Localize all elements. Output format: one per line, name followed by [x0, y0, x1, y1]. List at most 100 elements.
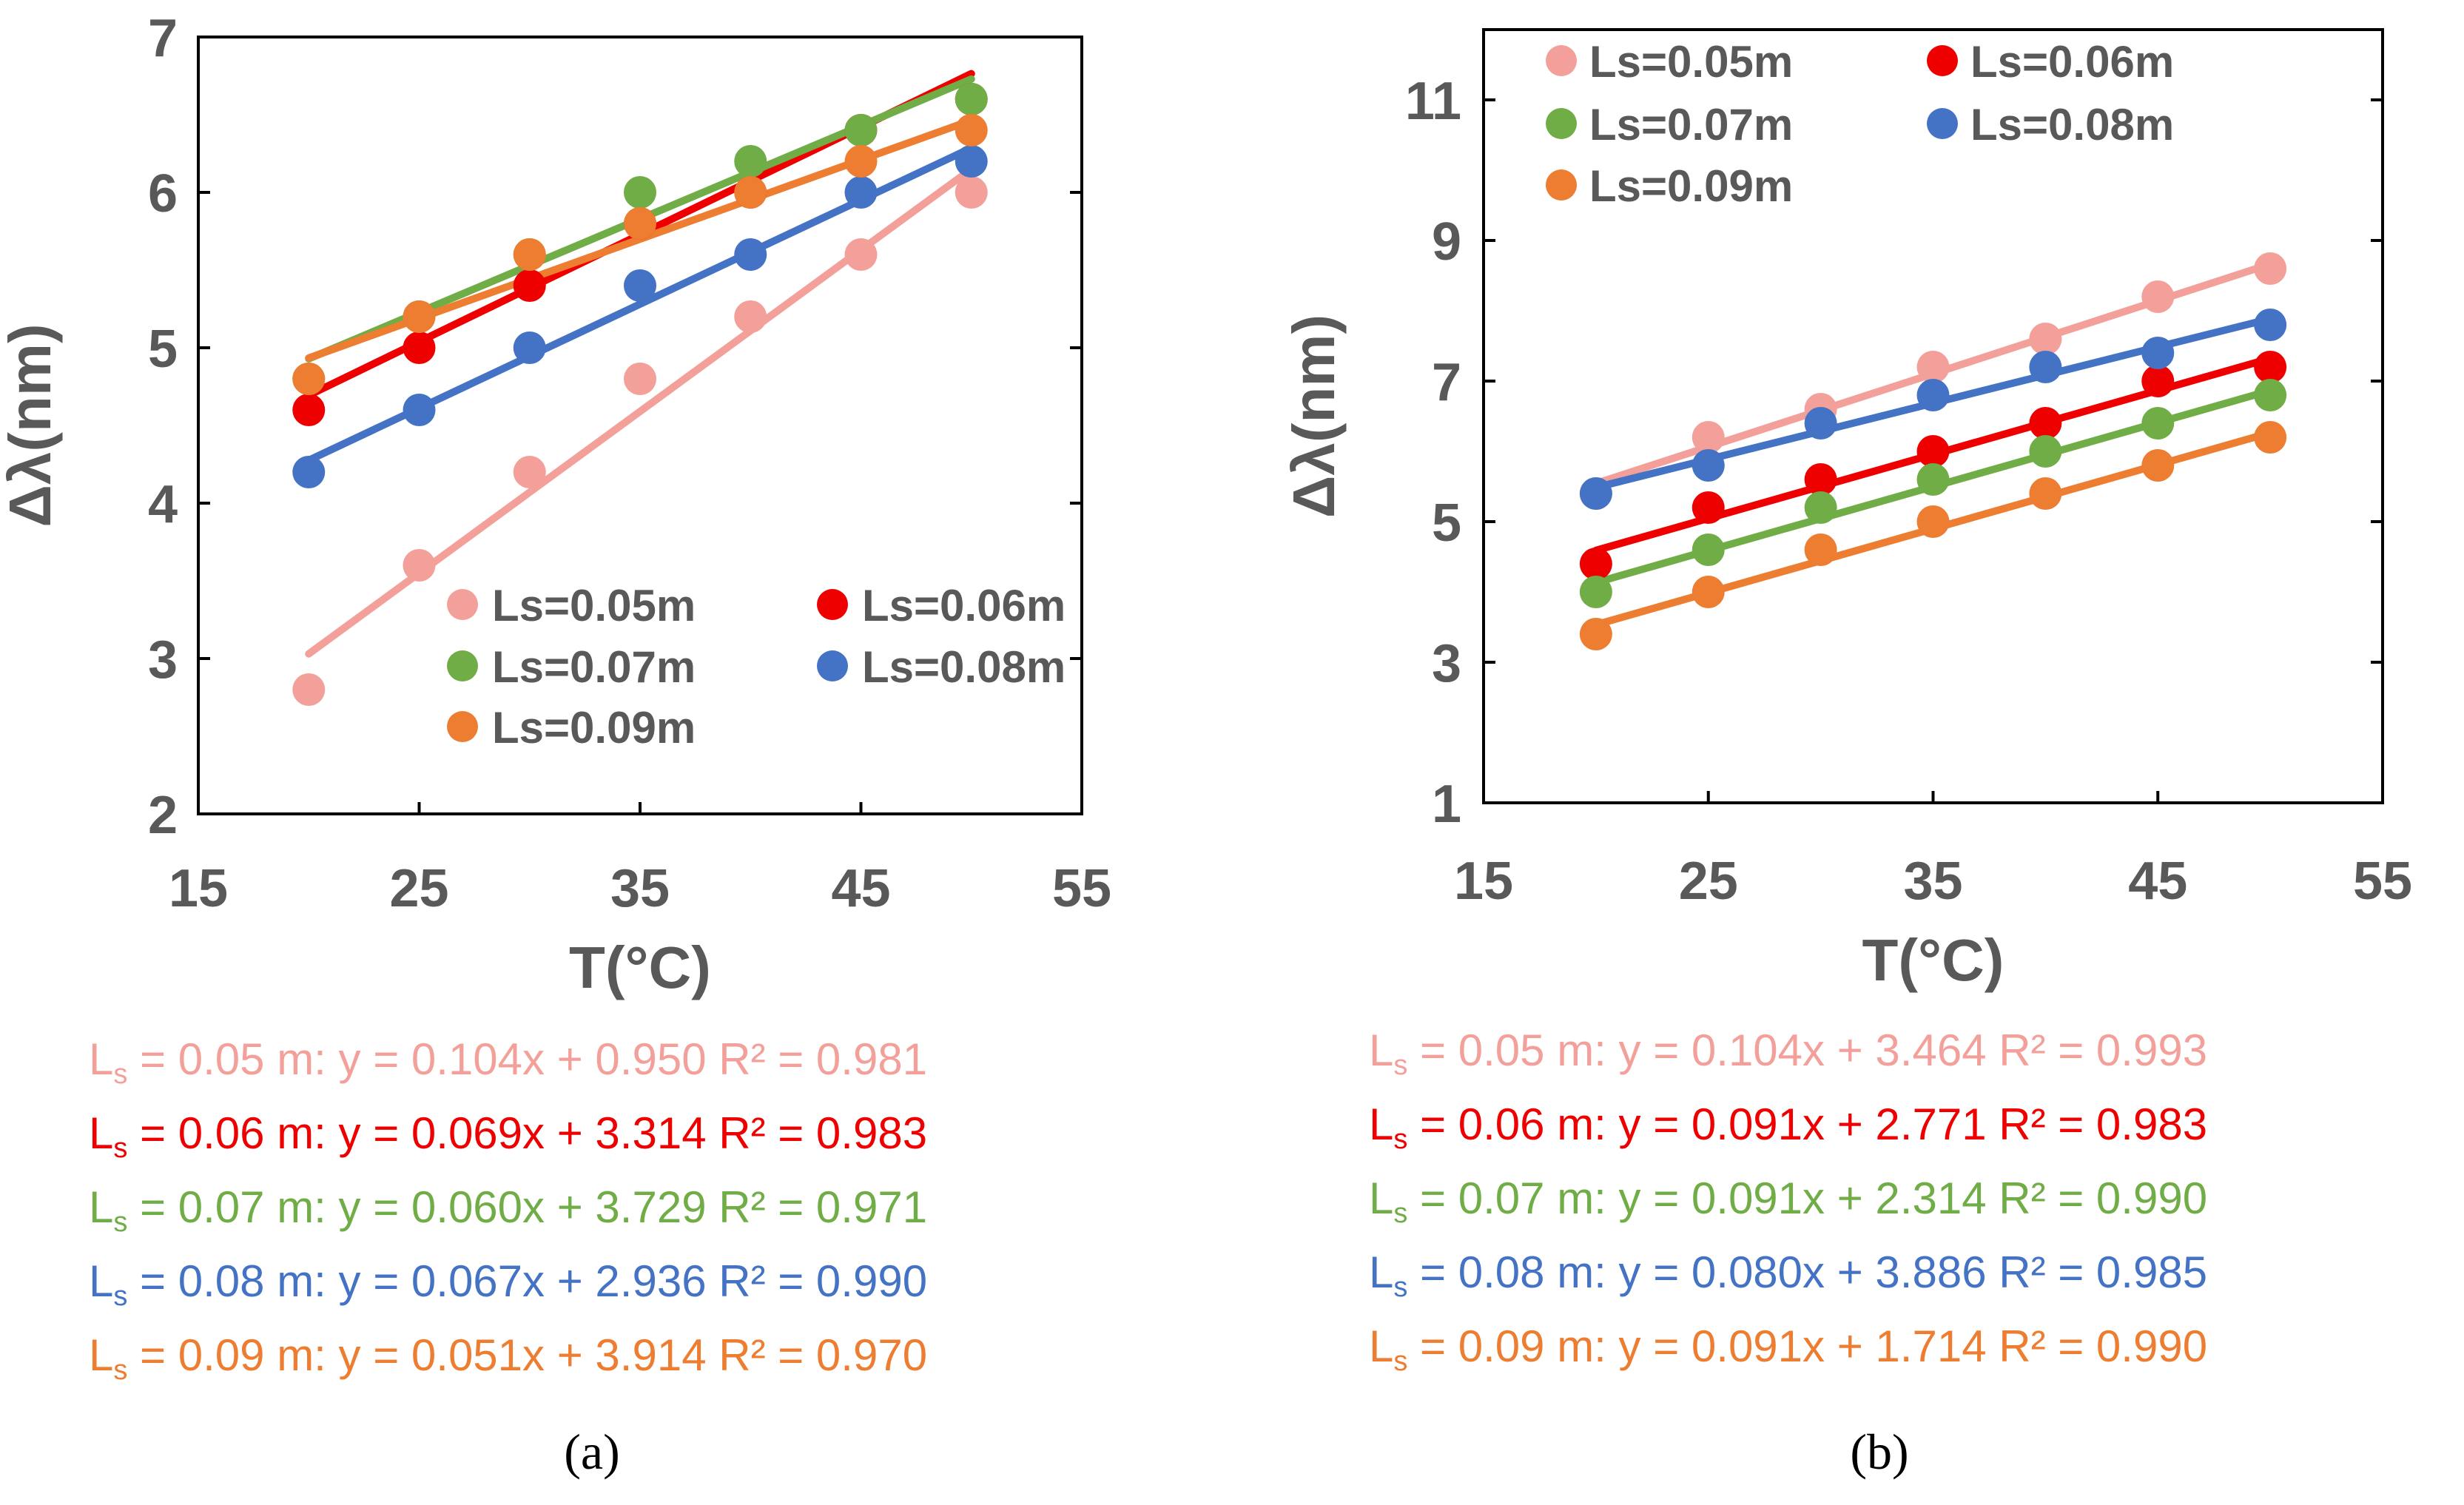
- data-point-Ls=0.07m: [734, 145, 767, 178]
- data-point-Ls=0.08m: [2141, 337, 2175, 369]
- legend-label: Ls=0.09m: [492, 703, 696, 752]
- data-point-Ls=0.07m: [1579, 576, 1612, 608]
- panel-label: (a): [564, 1424, 619, 1480]
- data-point-Ls=0.09m: [513, 238, 546, 271]
- data-point-Ls=0.09m: [624, 207, 656, 240]
- data-point-Ls=0.06m: [1804, 463, 1837, 496]
- x-tick-label: 35: [610, 859, 670, 918]
- x-tick-label: 25: [389, 859, 448, 918]
- data-point-Ls=0.05m: [513, 456, 546, 488]
- legend-marker: [1927, 108, 1958, 139]
- x-tick-label: 55: [1052, 859, 1111, 918]
- data-point-Ls=0.07m: [1804, 491, 1837, 524]
- x-tick-label: 15: [169, 859, 228, 918]
- data-point-Ls=0.07m: [2029, 435, 2062, 468]
- x-axis-label: T(°C): [1862, 927, 2004, 993]
- data-point-Ls=0.09m: [1916, 505, 1950, 538]
- data-point-Ls=0.09m: [844, 145, 878, 178]
- data-point-Ls=0.09m: [2029, 477, 2062, 510]
- fit-equation: Ls = 0.06 m: y = 0.069x + 3.314 R² = 0.9…: [89, 1108, 927, 1164]
- data-point-Ls=0.05m: [955, 176, 988, 209]
- legend-marker: [447, 589, 478, 620]
- y-tick-label: 3: [1432, 634, 1461, 693]
- x-tick-label: 35: [1903, 852, 1962, 911]
- data-point-Ls=0.05m: [2254, 252, 2287, 285]
- legend-marker: [1546, 108, 1577, 139]
- data-point-Ls=0.08m: [1579, 477, 1612, 510]
- data-point-Ls=0.08m: [2029, 351, 2062, 383]
- data-point-Ls=0.08m: [844, 176, 878, 209]
- x-tick-label: 55: [2353, 852, 2412, 911]
- fit-equation: Ls = 0.09 m: y = 0.091x + 1.714 R² = 0.9…: [1369, 1321, 2207, 1377]
- data-point-Ls=0.05m: [2029, 323, 2062, 355]
- data-point-Ls=0.06m: [1579, 548, 1612, 580]
- legend-b: Ls=0.05m Ls=0.06m Ls=0.07m Ls=0.08m Ls=0.09m: [1546, 37, 2174, 211]
- data-point-Ls=0.08m: [513, 331, 546, 364]
- x-tick-label: 15: [1454, 852, 1513, 911]
- legend-label: Ls=0.06m: [1970, 37, 2174, 87]
- data-point-Ls=0.09m: [1579, 618, 1612, 650]
- data-point-Ls=0.09m: [1692, 576, 1725, 608]
- legend-label: Ls=0.05m: [492, 581, 696, 630]
- legend-marker: [447, 711, 478, 742]
- y-tick-label: 7: [1432, 353, 1461, 412]
- data-point-Ls=0.06m: [403, 331, 436, 364]
- data-point-Ls=0.07m: [844, 114, 878, 147]
- data-point-Ls=0.07m: [1692, 533, 1725, 566]
- plot-frame-a: [197, 36, 1083, 815]
- y-tick-label: 5: [148, 320, 178, 379]
- data-point-Ls=0.06m: [2141, 365, 2175, 397]
- y-tick-label: 4: [148, 475, 178, 534]
- data-point-Ls=0.09m: [2141, 449, 2175, 482]
- fit-equation: Ls = 0.08 m: y = 0.080x + 3.886 R² = 0.9…: [1369, 1248, 2207, 1303]
- data-point-Ls=0.08m: [2254, 309, 2287, 341]
- legend-label: Ls=0.07m: [1589, 100, 1793, 149]
- fit-equation: Ls = 0.09 m: y = 0.051x + 3.914 R² = 0.9…: [89, 1330, 927, 1386]
- fit-equation: Ls = 0.07 m: y = 0.091x + 2.314 R² = 0.9…: [1369, 1174, 2207, 1229]
- data-point-Ls=0.05m: [734, 300, 767, 333]
- data-point-Ls=0.08m: [1804, 407, 1837, 440]
- legend-label: Ls=0.05m: [1589, 37, 1793, 87]
- fit-equation: Ls = 0.06 m: y = 0.091x + 2.771 R² = 0.9…: [1369, 1100, 2207, 1155]
- fit-equation: Ls = 0.07 m: y = 0.060x + 3.729 R² = 0.9…: [89, 1182, 927, 1238]
- data-point-Ls=0.08m: [1692, 449, 1725, 482]
- data-point-Ls=0.08m: [403, 394, 436, 426]
- data-point-Ls=0.09m: [292, 363, 326, 395]
- legend-label: Ls=0.07m: [492, 642, 696, 692]
- x-tick-label: 45: [831, 859, 890, 918]
- data-point-Ls=0.07m: [955, 83, 988, 115]
- data-point-Ls=0.07m: [2254, 379, 2287, 411]
- legend-label: Ls=0.08m: [1970, 100, 2174, 149]
- legend-label: Ls=0.09m: [1589, 161, 1793, 211]
- y-tick-label: 9: [1432, 212, 1461, 272]
- data-point-Ls=0.09m: [734, 176, 767, 209]
- y-tick-label: 7: [148, 9, 178, 68]
- data-point-Ls=0.09m: [2254, 421, 2287, 454]
- data-point-Ls=0.05m: [2141, 280, 2175, 313]
- y-tick-label: 5: [1432, 494, 1461, 553]
- legend-label: Ls=0.06m: [862, 581, 1066, 630]
- x-tick-label: 25: [1679, 852, 1738, 911]
- legend-marker: [817, 589, 848, 620]
- data-point-Ls=0.05m: [1692, 421, 1725, 454]
- y-tick-label: 2: [148, 786, 178, 845]
- data-point-Ls=0.05m: [844, 238, 878, 271]
- y-tick-label: 6: [148, 164, 178, 223]
- data-point-Ls=0.06m: [1692, 491, 1725, 524]
- legend-marker: [1546, 45, 1577, 76]
- data-point-Ls=0.07m: [1916, 463, 1950, 496]
- fit-equation: Ls = 0.05 m: y = 0.104x + 0.950 R² = 0.9…: [89, 1034, 927, 1090]
- data-point-Ls=0.05m: [1916, 351, 1950, 383]
- data-point-Ls=0.09m: [1804, 533, 1837, 566]
- y-axis-label: Δλ(nm): [1281, 314, 1347, 518]
- legend-label: Ls=0.08m: [862, 642, 1066, 692]
- y-tick-label: 1: [1432, 775, 1461, 834]
- data-point-Ls=0.06m: [2254, 351, 2287, 383]
- data-point-Ls=0.05m: [403, 549, 436, 582]
- data-point-Ls=0.07m: [624, 176, 656, 209]
- data-point-Ls=0.08m: [955, 145, 988, 178]
- data-point-Ls=0.08m: [292, 456, 326, 488]
